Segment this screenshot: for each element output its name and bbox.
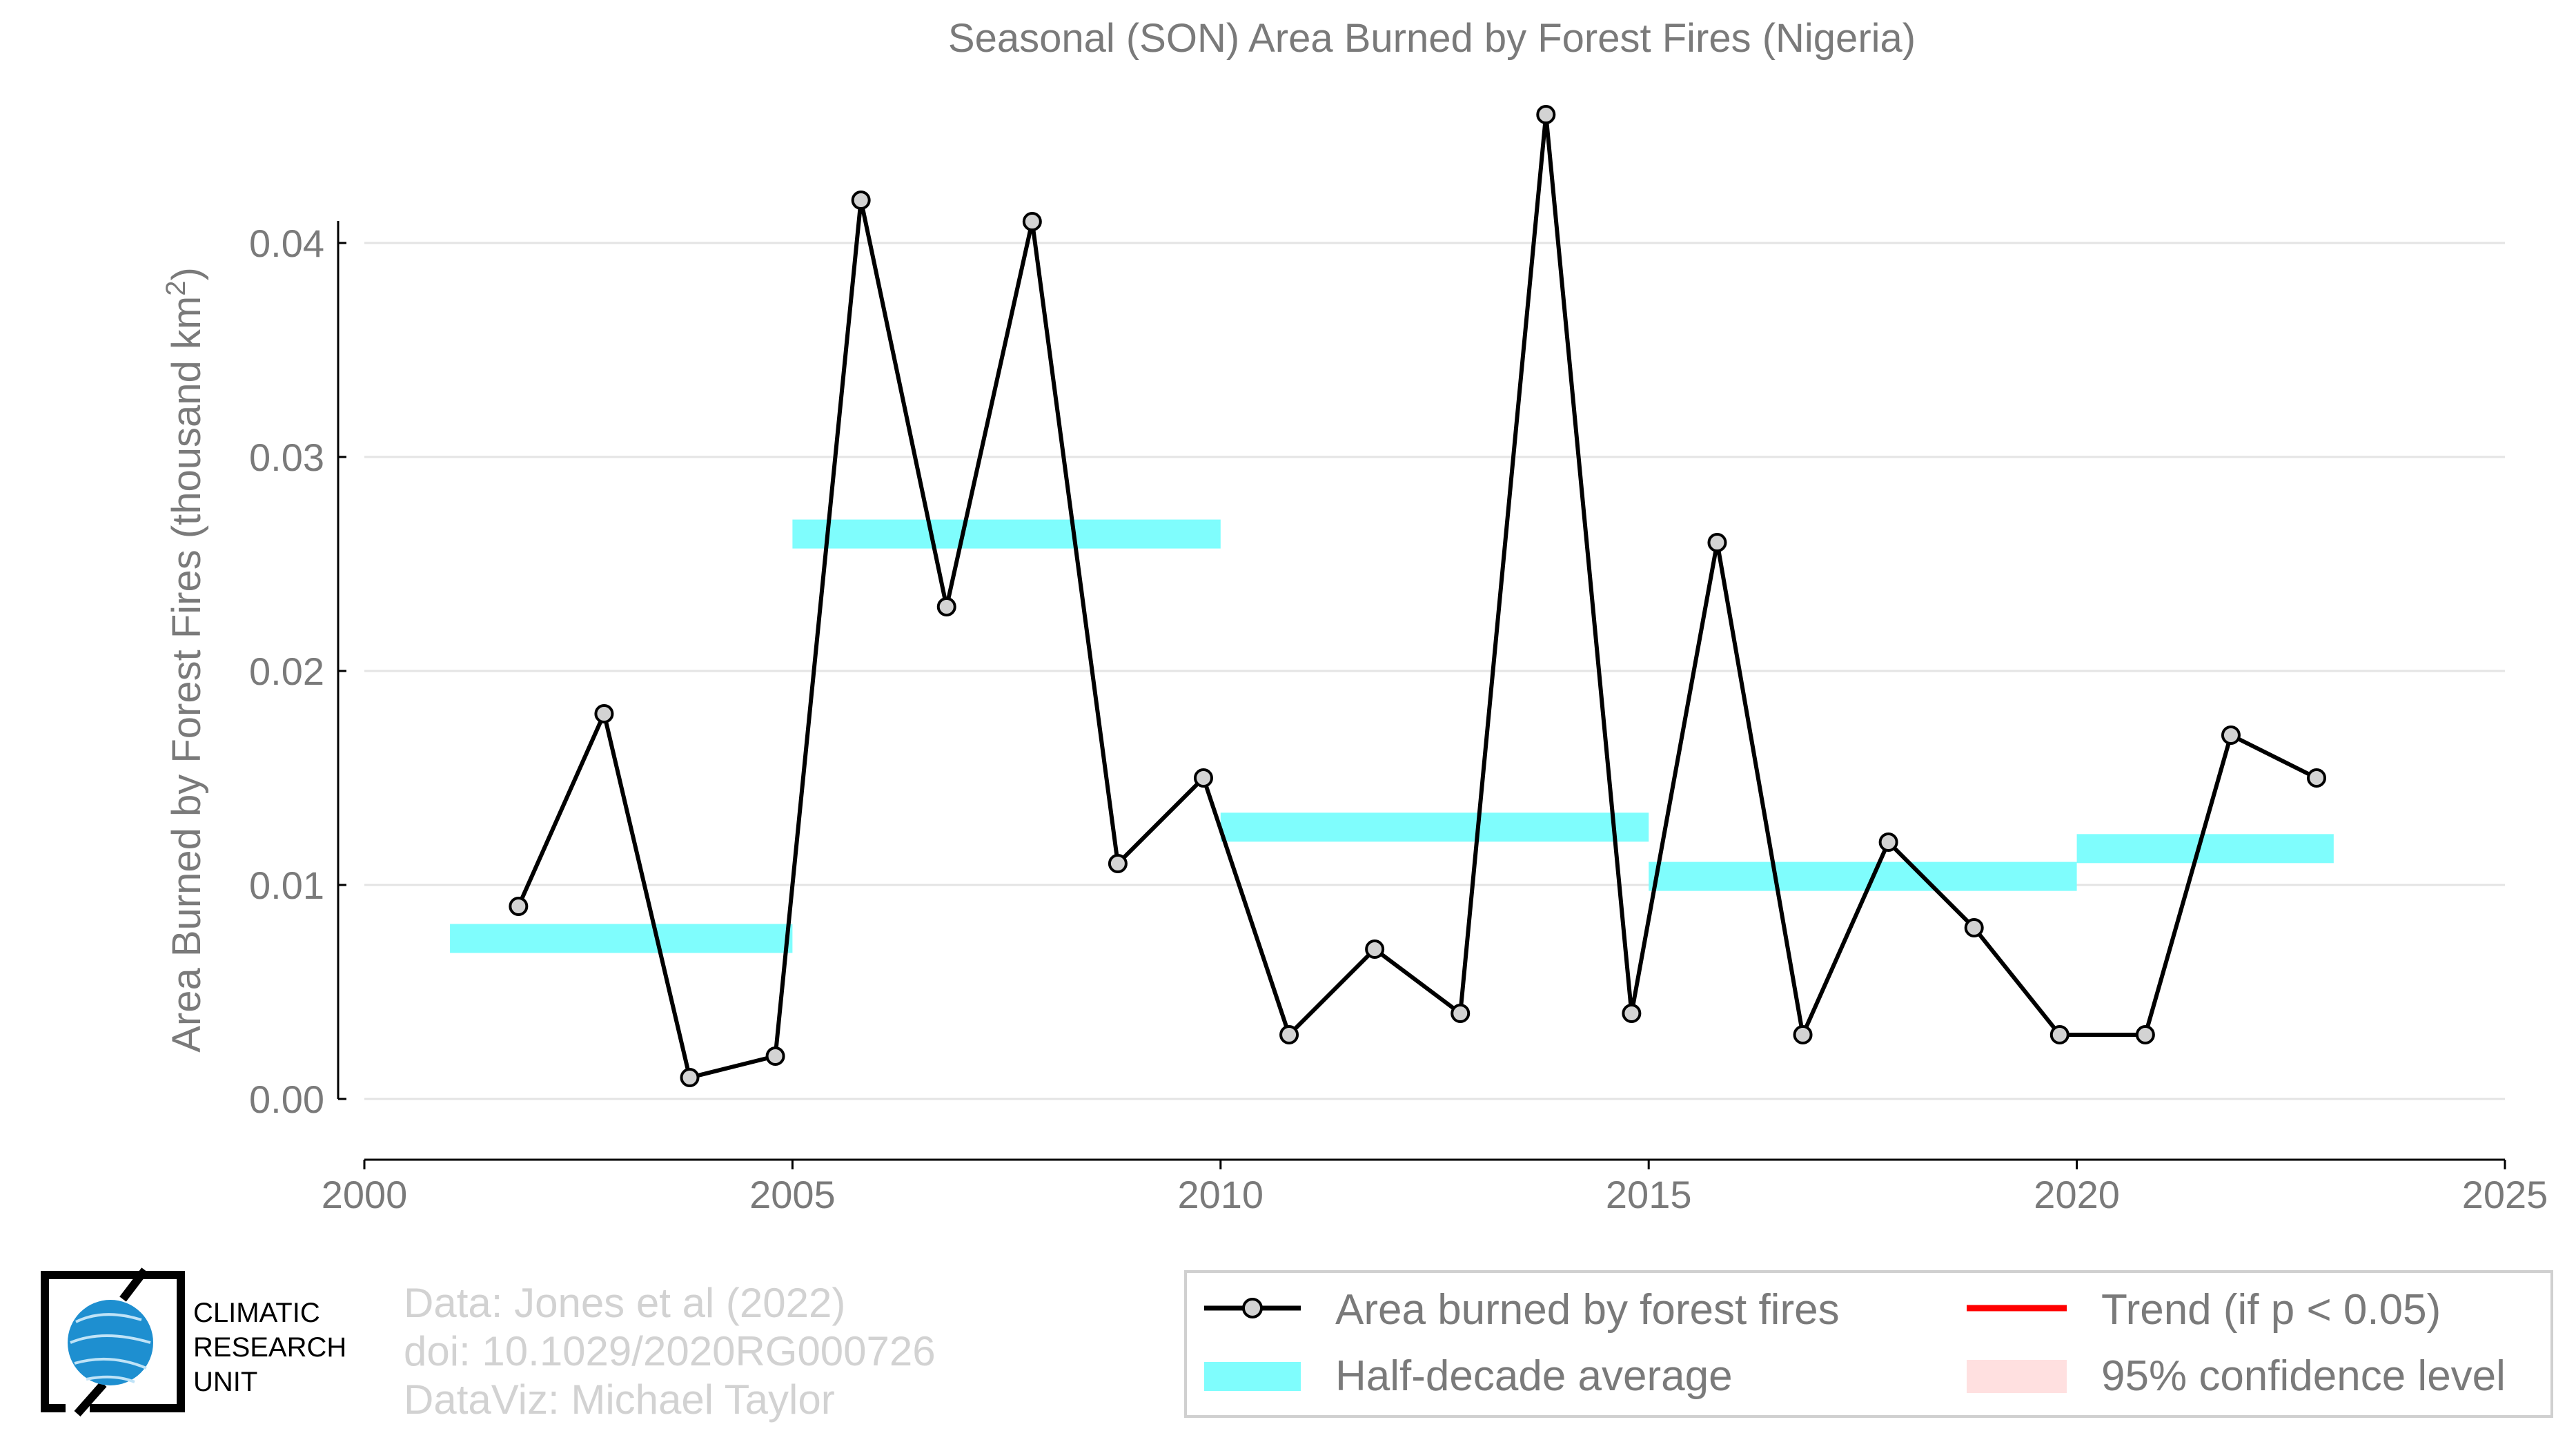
data-point	[2135, 1025, 2155, 1044]
x-tick-label: 2005	[749, 1173, 836, 1216]
series-area-burned	[509, 105, 2327, 1087]
data-point	[1964, 918, 1984, 937]
y-tick-label: 0.04	[249, 222, 324, 265]
logo-text-line-1: CLIMATIC	[193, 1298, 320, 1328]
data-point	[2307, 768, 2327, 788]
logo-slash-top	[119, 1267, 148, 1302]
logo-bracket-right	[90, 1271, 185, 1412]
data-point	[1622, 1004, 1642, 1023]
legend-label-area-burned: Area burned by forest fires	[1335, 1286, 1840, 1334]
cru-logo: CLIMATIC RESEARCH UNIT	[41, 1267, 346, 1416]
y-tick-label: 0.01	[249, 864, 324, 907]
y-axis-title-superscript: 2	[161, 281, 191, 296]
data-point	[594, 704, 614, 723]
data-point	[1108, 854, 1128, 873]
data-point	[1365, 939, 1385, 959]
globe-pattern	[70, 1313, 151, 1383]
half-decade-average-bar	[2076, 834, 2334, 864]
logo-slash-bottom	[74, 1381, 107, 1416]
half-decade-average-bar	[450, 924, 793, 953]
data-point	[1022, 212, 1042, 231]
y-axis-title-main: Area Burned by Forest Fires (thousand km	[164, 296, 209, 1053]
x-tick-label: 2000	[322, 1173, 408, 1216]
data-point	[680, 1068, 700, 1087]
series-line	[516, 113, 2318, 1080]
legend-label-confidence: 95% confidence level	[2101, 1352, 2506, 1400]
logo-text-line-3: UNIT	[193, 1367, 257, 1397]
credit-dataviz: DataViz: Michael Taylor	[404, 1376, 835, 1423]
legend-item-half-decade: Half-decade average	[1204, 1352, 1733, 1400]
grid-lines	[364, 242, 2505, 1100]
legend-label-trend: Trend (if p < 0.05)	[2101, 1286, 2441, 1334]
data-point	[851, 191, 871, 210]
data-point	[1878, 832, 1898, 852]
data-point	[2221, 726, 2241, 745]
credit-doi: doi: 10.1029/2020RG000726	[404, 1328, 936, 1374]
logo-bracket-left	[41, 1271, 135, 1412]
x-tick-label: 2010	[1178, 1173, 1264, 1216]
data-credits: Data: Jones et al (2022) doi: 10.1029/20…	[404, 1280, 936, 1423]
data-point	[1193, 768, 1213, 788]
data-point	[1279, 1025, 1299, 1044]
legend-swatch-confidence	[1967, 1360, 2067, 1393]
x-tick-label: 2015	[1606, 1173, 1692, 1216]
globe-icon	[68, 1300, 153, 1385]
data-point	[765, 1046, 785, 1066]
chart-title: Seasonal (SON) Area Burned by Forest Fir…	[948, 16, 1916, 61]
legend: Area burned by forest fires Trend (if p …	[1184, 1270, 2553, 1418]
data-point	[1707, 533, 1727, 552]
legend-item-area-burned: Area burned by forest fires	[1204, 1286, 1840, 1334]
axes	[337, 221, 2505, 1161]
data-point	[936, 597, 956, 616]
data-point	[2049, 1025, 2069, 1044]
y-axis-title: Area Burned by Forest Fires (thousand km…	[161, 267, 209, 1053]
y-tick-label: 0.02	[249, 650, 324, 693]
data-point	[509, 897, 529, 916]
legend-box	[1184, 1270, 2553, 1418]
legend-label-half-decade: Half-decade average	[1335, 1352, 1733, 1400]
half-decade-average-bar	[792, 519, 1221, 549]
y-tick-label: 0.00	[249, 1078, 324, 1121]
half-decade-average-bar	[1220, 812, 1649, 842]
y-tick-label: 0.03	[249, 436, 324, 479]
half-decade-average-bars	[450, 519, 2334, 953]
legend-item-trend: Trend (if p < 0.05)	[1967, 1286, 2441, 1334]
half-decade-average-bar	[1649, 861, 2077, 891]
x-tick-label: 2020	[2034, 1173, 2120, 1216]
data-point	[1536, 105, 1556, 124]
credit-data-source: Data: Jones et al (2022)	[404, 1280, 845, 1326]
x-tick-label: 2025	[2462, 1173, 2548, 1216]
y-axis-title-close: )	[164, 267, 209, 280]
data-point	[1451, 1004, 1471, 1023]
logo-text-line-2: RESEARCH	[193, 1332, 346, 1363]
legend-swatch-half-decade	[1204, 1362, 1301, 1391]
legend-item-confidence: 95% confidence level	[1967, 1352, 2506, 1400]
x-axis-ticks: 2000 2005 2010 2015 2020 2025	[322, 1160, 2548, 1216]
data-point	[1793, 1025, 1813, 1044]
legend-swatch-marker	[1242, 1298, 1263, 1318]
y-axis-ticks: 0.00 0.01 0.02 0.03 0.04	[249, 222, 346, 1121]
